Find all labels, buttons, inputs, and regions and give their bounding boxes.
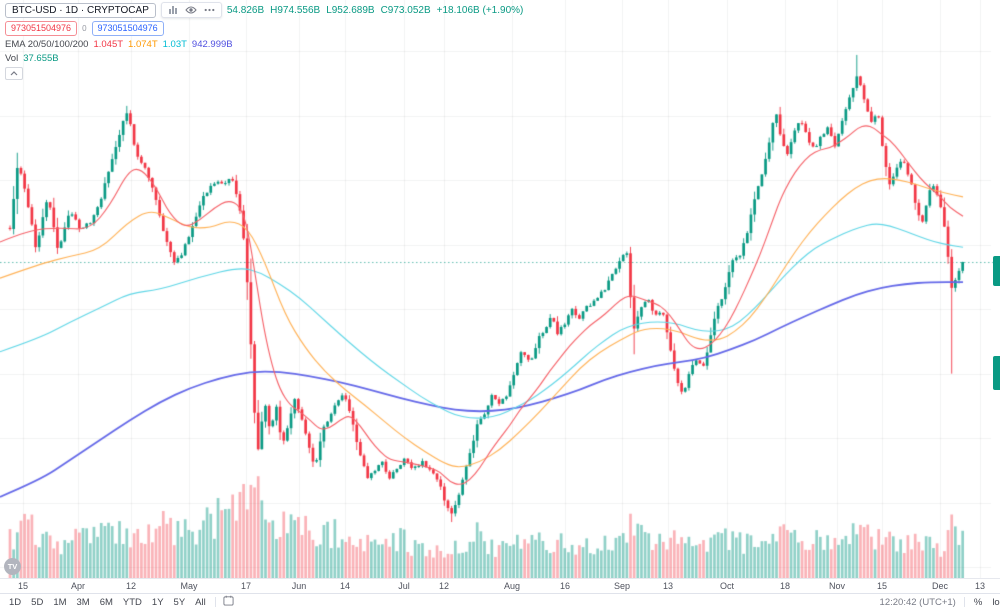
- time-axis[interactable]: 15 Apr 12 May 17 Jun 14 Jul 12 Aug 16 Sep 13 Oct 18 Nov…: [0, 578, 1000, 594]
- range-button-all[interactable]: All: [190, 594, 211, 610]
- volume-value: 37.655B: [23, 53, 59, 64]
- eye-visibility-icon[interactable]: [185, 5, 197, 15]
- time-axis-label: Aug: [503, 581, 521, 591]
- current-price-label-sliver: [993, 256, 1000, 286]
- high-value: H974.556B: [270, 4, 321, 16]
- legend-volume-row: Vol 37.655B: [5, 53, 523, 64]
- ema-value: 1.03T: [162, 39, 187, 50]
- legend-collapse-row: [5, 67, 523, 80]
- time-axis-label: 15: [876, 581, 888, 591]
- volume-indicator-label[interactable]: Vol: [5, 53, 19, 64]
- open-value: 54.826B: [226, 4, 265, 16]
- chart-legend: BTC-USD · 1D · CRYPTOCAP 54.8: [5, 2, 523, 83]
- time-axis-label: 16: [559, 581, 571, 591]
- ohlc-values: 54.826B H974.556B L952.689B C973.052B +1…: [227, 5, 523, 16]
- ema-indicator-label[interactable]: EMA 20/50/100/200: [5, 39, 89, 50]
- legend-title-row: BTC-USD · 1D · CRYPTOCAP 54.8: [5, 2, 523, 18]
- ema-value: 1.074T: [128, 39, 158, 50]
- range-button-1d[interactable]: 1D: [4, 594, 26, 610]
- change-value: +18.106B (+1.90%): [436, 4, 524, 16]
- symbol-title-chip[interactable]: BTC-USD · 1D · CRYPTOCAP: [5, 2, 156, 18]
- range-button-1y[interactable]: 1Y: [147, 594, 169, 610]
- ema-value: 1.045T: [93, 39, 124, 50]
- price-alert-badge-blue[interactable]: 973051504976: [91, 21, 164, 36]
- bottom-toolbar: 1D 5D 1M 3M 6M YTD 1Y 5Y All 12:20:42 (UTC+1) % …: [0, 593, 1000, 610]
- log-scale-button[interactable]: log: [987, 594, 1000, 610]
- time-axis-label: 18: [779, 581, 791, 591]
- price-alert-badge-red[interactable]: 973051504976: [5, 21, 78, 36]
- range-button-5d[interactable]: 5D: [26, 594, 48, 610]
- badge-separator: 0: [82, 24, 87, 33]
- legend-collapse-button[interactable]: [5, 67, 23, 80]
- scale-settings-group: 12:20:42 (UTC+1) % log: [876, 594, 1000, 610]
- range-button-5y[interactable]: 5Y: [169, 594, 191, 610]
- low-value: L952.689B: [326, 4, 375, 16]
- time-axis-label: Jun: [291, 581, 307, 591]
- toolbar-divider: [214, 597, 216, 607]
- time-axis-label: 17: [240, 581, 252, 591]
- chevron-up-icon: [10, 71, 18, 76]
- calendar-icon: [223, 595, 234, 606]
- go-to-date-button[interactable]: [220, 594, 237, 610]
- range-button-1m[interactable]: 1M: [48, 594, 71, 610]
- time-axis-label: Sep: [613, 581, 631, 591]
- toolbar-divider: [963, 597, 965, 607]
- range-button-3m[interactable]: 3M: [72, 594, 95, 610]
- time-axis-label: 12: [125, 581, 137, 591]
- close-value: C973.052B: [380, 4, 431, 16]
- time-axis-label: May: [180, 581, 198, 591]
- ema-values: 1.045T 1.074T 1.03T 942.999B: [93, 39, 232, 50]
- clock-timezone-button[interactable]: 12:20:42 (UTC+1): [879, 596, 956, 608]
- legend-alert-row: 973051504976 0 973051504976: [5, 21, 523, 36]
- legend-toolbar: [160, 2, 222, 18]
- range-button-ytd[interactable]: YTD: [118, 594, 147, 610]
- time-axis-label: 13: [974, 581, 986, 591]
- range-button-6m[interactable]: 6M: [95, 594, 118, 610]
- time-axis-label: 12: [438, 581, 450, 591]
- time-axis-label: Dec: [931, 581, 949, 591]
- time-axis-label: Nov: [828, 581, 846, 591]
- time-axis-label: 15: [17, 581, 29, 591]
- indicator-price-label-sliver: [993, 356, 1000, 390]
- ema-value: 942.999B: [191, 39, 233, 50]
- range-buttons: 1D 5D 1M 3M 6M YTD 1Y 5Y All: [4, 594, 211, 610]
- percent-scale-button[interactable]: %: [969, 594, 987, 610]
- chart-type-icon[interactable]: [168, 5, 178, 15]
- legend-ema-row: EMA 20/50/100/200 1.045T 1.074T 1.03T 942.9…: [5, 39, 523, 50]
- time-axis-label: Apr: [70, 581, 86, 591]
- time-axis-label: Jul: [398, 581, 410, 591]
- main-chart-canvas[interactable]: [0, 0, 1000, 578]
- time-axis-label: 14: [339, 581, 351, 591]
- more-options-icon[interactable]: [204, 5, 215, 15]
- tradingview-logo[interactable]: TV: [4, 558, 21, 575]
- time-axis-label: 13: [662, 581, 674, 591]
- time-axis-label: Oct: [719, 581, 735, 591]
- date-range-group: 1D 5D 1M 3M 6M YTD 1Y 5Y All: [0, 594, 237, 610]
